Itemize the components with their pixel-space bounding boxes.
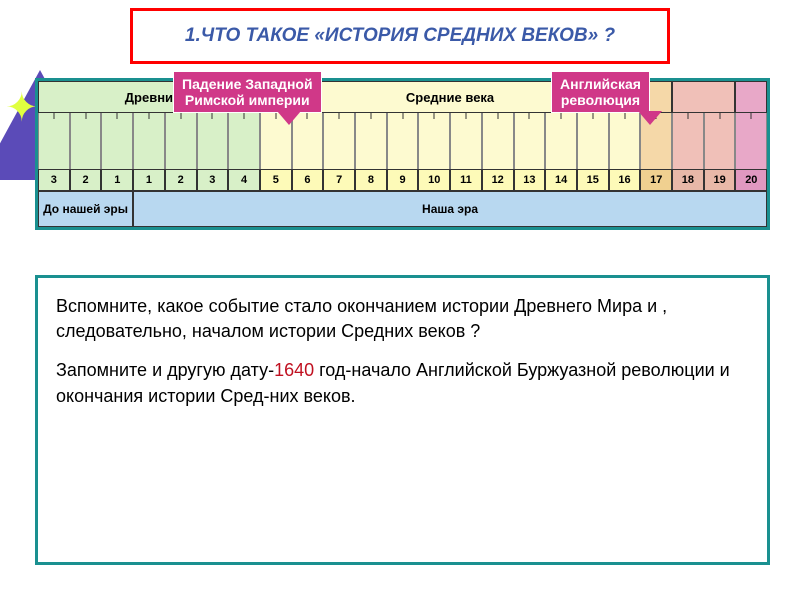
- century-row: 3211234567891011121314151617181920: [38, 169, 767, 191]
- century-number: 2: [165, 169, 197, 191]
- color-cell: [514, 113, 546, 169]
- color-cell: [704, 113, 736, 169]
- century-number: 9: [387, 169, 419, 191]
- century-number: 8: [355, 169, 387, 191]
- century-number: 18: [672, 169, 704, 191]
- color-cell: [387, 113, 419, 169]
- color-cell: [101, 113, 133, 169]
- title-box: 1.ЧТО ТАКОЕ «ИСТОРИЯ СРЕДНИХ ВЕКОВ» ?: [130, 8, 670, 64]
- callout-rev-arrow-icon: [638, 111, 662, 125]
- century-number: 14: [545, 169, 577, 191]
- period-cell: [672, 81, 735, 113]
- century-number: 6: [292, 169, 324, 191]
- period-cell: [735, 81, 767, 113]
- period-row: ДревниСредние века: [38, 81, 767, 113]
- color-cell: [165, 113, 197, 169]
- color-cell: [418, 113, 450, 169]
- color-cell: [133, 113, 165, 169]
- callout-fall-rome: Падение Западной Римской империи: [173, 71, 322, 113]
- callout-fall-line2: Римской империи: [182, 92, 313, 108]
- color-cell: [482, 113, 514, 169]
- era-cell: До нашей эры: [38, 191, 133, 227]
- body-text-box: Вспомните, какое событие стало окончание…: [35, 275, 770, 565]
- callout-fall-arrow-icon: [277, 111, 301, 125]
- color-cell: [672, 113, 704, 169]
- color-cell: [545, 113, 577, 169]
- century-number: 7: [323, 169, 355, 191]
- paragraph-1: Вспомните, какое событие стало окончание…: [56, 294, 749, 344]
- era-row: До нашей эрыНаша эра: [38, 191, 767, 227]
- century-number: 12: [482, 169, 514, 191]
- year-highlight: 1640: [274, 360, 314, 380]
- callout-fall-line1: Падение Западной: [182, 76, 313, 92]
- era-cell: Наша эра: [133, 191, 767, 227]
- timeline: ДревниСредние века 321123456789101112131…: [35, 78, 770, 230]
- color-cell: [70, 113, 102, 169]
- century-number: 1: [133, 169, 165, 191]
- century-number: 10: [418, 169, 450, 191]
- century-number: 16: [609, 169, 641, 191]
- paragraph-2: Запомните и другую дату-1640 год-начало …: [56, 358, 749, 408]
- color-cell: [323, 113, 355, 169]
- century-number: 17: [640, 169, 672, 191]
- color-cell: [197, 113, 229, 169]
- color-cell: [228, 113, 260, 169]
- callout-english-revolution: Английская революция: [551, 71, 650, 113]
- century-number: 4: [228, 169, 260, 191]
- color-cell: [38, 113, 70, 169]
- title-text: 1.ЧТО ТАКОЕ «ИСТОРИЯ СРЕДНИХ ВЕКОВ» ?: [185, 25, 615, 47]
- color-cell: [735, 113, 767, 169]
- callout-rev-line2: революция: [560, 92, 641, 108]
- star-icon: ✦: [5, 85, 39, 131]
- color-cell: [355, 113, 387, 169]
- century-number: 20: [735, 169, 767, 191]
- century-number: 13: [514, 169, 546, 191]
- color-cell: [609, 113, 641, 169]
- century-number: 3: [38, 169, 70, 191]
- color-cell: [450, 113, 482, 169]
- century-number: 11: [450, 169, 482, 191]
- century-number: 1: [101, 169, 133, 191]
- callout-rev-line1: Английская: [560, 76, 641, 92]
- p2-prefix: Запомните и другую дату-: [56, 360, 274, 380]
- century-number: 19: [704, 169, 736, 191]
- century-number: 2: [70, 169, 102, 191]
- century-number: 15: [577, 169, 609, 191]
- century-number: 5: [260, 169, 292, 191]
- century-number: 3: [197, 169, 229, 191]
- color-cell: [577, 113, 609, 169]
